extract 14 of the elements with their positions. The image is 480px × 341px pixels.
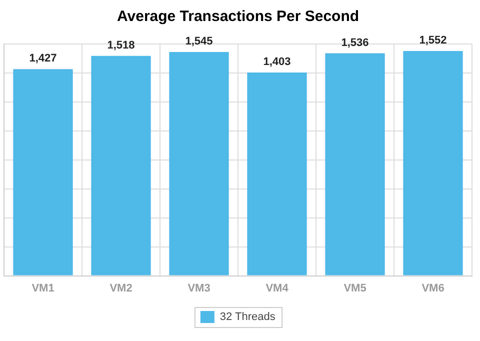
- data-label: 1,552: [419, 34, 447, 46]
- x-tick-label: VM4: [266, 282, 290, 294]
- x-tick-label: VM2: [110, 282, 132, 294]
- data-label: 1,427: [29, 52, 57, 65]
- data-label: 1,545: [185, 36, 213, 48]
- legend-label: 32 Threads: [220, 311, 276, 324]
- data-label: 1,536: [341, 36, 369, 49]
- x-tick-label: VM1: [32, 282, 54, 294]
- x-tick-label: VM5: [344, 282, 366, 294]
- x-tick-label: VM6: [422, 282, 444, 294]
- chart-title: Average Transactions Per Second: [116, 8, 360, 26]
- x-tick-label: VM3: [188, 282, 210, 294]
- data-label: 1,518: [107, 39, 135, 52]
- data-label: 1,403: [263, 56, 291, 68]
